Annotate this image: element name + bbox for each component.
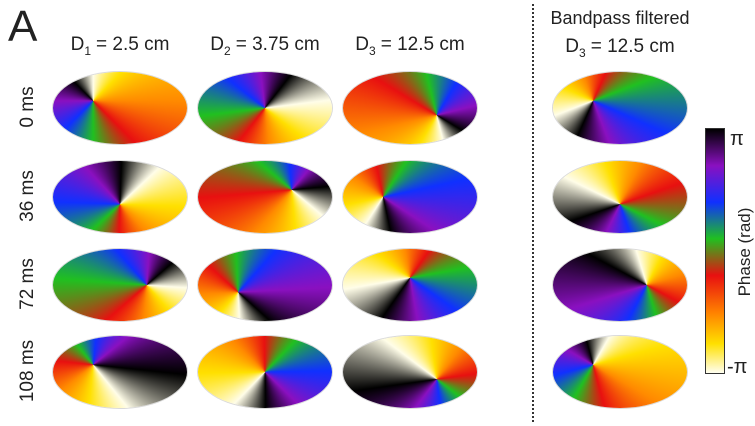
colorbar-max: π: [730, 128, 744, 150]
subscript: 3: [579, 45, 586, 60]
phase-map: [343, 249, 477, 321]
phase-map: [553, 161, 687, 233]
phase-map: [553, 249, 687, 321]
colorbar: [705, 128, 725, 374]
subscript: 2: [224, 43, 231, 58]
phase-map: [198, 72, 332, 144]
colorbar-label: Phase (rad): [735, 207, 754, 297]
phase-map: [343, 72, 477, 144]
bandpass-header: Bandpass filtered: [550, 8, 690, 28]
value: = 12.5 cm: [380, 34, 465, 55]
phase-map: [53, 161, 187, 233]
row-label: 72 ms: [17, 258, 38, 310]
symbol: D: [70, 34, 85, 55]
symbol: D: [210, 34, 225, 55]
phase-map: [198, 336, 332, 408]
subscript: 3: [369, 43, 376, 58]
value: = 12.5 cm: [590, 36, 675, 57]
phase-map: [343, 336, 477, 408]
row-label: 108 ms: [17, 339, 38, 403]
value: = 3.75 cm: [235, 34, 320, 55]
colorbar-min: -π: [727, 356, 748, 378]
phase-map: [553, 336, 687, 408]
panel-label: A: [8, 2, 38, 51]
phase-map: [553, 72, 687, 144]
column-header: D3 = 12.5 cm: [540, 36, 700, 60]
divider: [532, 4, 534, 422]
phase-map: [198, 161, 332, 233]
row-label: 36 ms: [17, 170, 38, 222]
column-header: D3 = 12.5 cm: [330, 34, 490, 58]
phase-map: [53, 336, 187, 408]
symbol: D: [355, 34, 370, 55]
value: = 2.5 cm: [96, 34, 170, 55]
phase-map: [53, 72, 187, 144]
phase-map: [198, 249, 332, 321]
subscript: 1: [84, 43, 91, 58]
row-label: 0 ms: [17, 86, 38, 128]
column-header: D1 = 2.5 cm: [40, 34, 200, 58]
column-header: D2 = 3.75 cm: [185, 34, 345, 58]
phase-map: [343, 161, 477, 233]
symbol: D: [565, 36, 580, 57]
phase-map: [53, 249, 187, 321]
